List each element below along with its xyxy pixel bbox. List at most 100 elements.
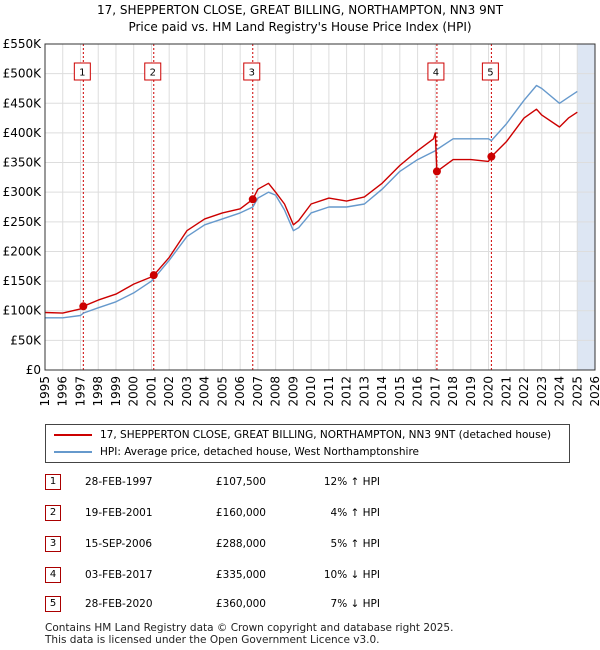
x-axis-ticks: 1995 1996 1997 1998 1999 2000 2001 2002 2003 2004… [38, 376, 600, 407]
sale-marker-box [427, 62, 445, 81]
sale-marker-box [481, 62, 499, 81]
transaction-date: 28-FEB-2020 [85, 598, 153, 610]
transaction-hpi-change: 4% ↑ HPI [330, 507, 380, 519]
sale-marker-label: 1 [79, 68, 85, 79]
sale-point [149, 271, 158, 280]
plot-frame [44, 43, 596, 371]
transaction-date: 03-FEB-2017 [85, 569, 153, 581]
legend-item-hpi: HPI: Average price, detached house, West… [54, 445, 419, 459]
x-tick-label: 1996 [56, 376, 70, 407]
transaction-number: 3 [45, 536, 61, 552]
x-tick-label: 2005 [215, 376, 229, 407]
sale-marker-box [144, 62, 162, 81]
projection-band-rect [577, 44, 595, 370]
x-tick-label: 2024 [553, 376, 567, 407]
x-tick-label: 2010 [304, 376, 318, 407]
y-tick-label: £150K [3, 274, 43, 288]
transaction-date: 15-SEP-2006 [85, 538, 153, 550]
x-tick-label: 1999 [109, 376, 123, 407]
legend: 17, SHEPPERTON CLOSE, GREAT BILLING, NOR… [45, 424, 570, 463]
x-tick-label: 2008 [269, 376, 283, 407]
footer-line2: This data is licensed under the Open Gov… [45, 634, 380, 646]
y-tick-label: £500K [3, 67, 43, 81]
legend-item-property: 17, SHEPPERTON CLOSE, GREAT BILLING, NOR… [54, 428, 551, 442]
legend-line-property [54, 434, 92, 436]
projection-band [577, 44, 595, 370]
x-tick-label: 2001 [144, 376, 158, 407]
y-tick-label: £200K [3, 244, 43, 258]
chart-title: 17, SHEPPERTON CLOSE, GREAT BILLING, NOR… [0, 2, 600, 36]
y-tick-label: £50K [10, 333, 42, 347]
y-tick-label: £350K [3, 156, 43, 170]
transaction-number: 5 [45, 596, 61, 612]
sale-vertical-lines [82, 44, 492, 370]
x-tick-label: 2023 [535, 376, 549, 407]
sale-marker-box [73, 62, 91, 81]
transaction-price: £335,000 [215, 569, 266, 581]
footer: Contains HM Land Registry data © Crown c… [45, 622, 453, 646]
sale-point [248, 195, 257, 204]
x-tick-label: 2012 [340, 376, 354, 407]
x-tick-label: 1997 [73, 376, 87, 407]
price-chart: 1 2 3 4 5 £0 £50K £100K £150K £200K £250K £300K £35… [3, 37, 600, 407]
sale-marker-boxes: 1 2 3 4 5 [73, 62, 499, 81]
sale-point [432, 167, 441, 176]
y-tick-label: £450K [3, 96, 43, 110]
sale-point [487, 152, 496, 161]
x-tick-label: 2015 [393, 376, 407, 407]
y-tick-label: £0 [26, 363, 41, 377]
x-tick-label: 2022 [517, 376, 531, 407]
transaction-price: £160,000 [215, 507, 266, 519]
sale-point [79, 302, 88, 311]
sale-marker-label: 5 [487, 68, 493, 79]
x-tick-label: 2003 [180, 376, 194, 407]
x-tick-label: 2000 [127, 376, 141, 407]
footer-line1: Contains HM Land Registry data © Crown c… [45, 622, 454, 634]
transaction-date: 28-FEB-1997 [85, 476, 153, 488]
y-tick-label: £400K [3, 126, 43, 140]
x-tick-label: 2007 [251, 376, 265, 407]
grid-lines [44, 43, 596, 371]
transaction-number: 4 [45, 567, 61, 583]
x-tick-label: 1995 [38, 376, 52, 407]
y-tick-label: £300K [3, 185, 43, 199]
x-tick-label: 2014 [375, 376, 389, 407]
y-tick-label: £550K [3, 37, 43, 51]
transaction-number: 2 [45, 505, 61, 521]
chart-title-line2: Price paid vs. HM Land Registry's House … [128, 20, 472, 34]
legend-label-property: 17, SHEPPERTON CLOSE, GREAT BILLING, NOR… [100, 429, 552, 441]
transaction-price: £107,500 [215, 476, 266, 488]
transaction-hpi-change: 10% ↓ HPI [323, 569, 380, 581]
x-tick-label: 2013 [357, 376, 371, 407]
x-tick-label: 2026 [588, 376, 600, 407]
x-tick-label: 2006 [233, 376, 247, 407]
hpi-series-line [45, 84, 578, 319]
y-axis-ticks: £0 £50K £100K £150K £200K £250K £300K £350K £400… [3, 37, 43, 377]
x-tick-label: 2020 [482, 376, 496, 407]
x-tick-label: 2009 [286, 376, 300, 407]
sale-marker-label: 4 [433, 68, 439, 79]
transaction-price: £288,000 [215, 538, 266, 550]
transaction-date: 19-FEB-2001 [85, 507, 153, 519]
sale-marker-box [243, 62, 261, 81]
sale-marker-label: 3 [249, 68, 255, 79]
x-tick-label: 1998 [91, 376, 105, 407]
transaction-hpi-change: 5% ↑ HPI [330, 538, 380, 550]
sale-points [79, 152, 496, 311]
transaction-price: £360,000 [215, 598, 266, 610]
legend-label-hpi: HPI: Average price, detached house, West… [100, 446, 419, 458]
x-tick-label: 2011 [322, 376, 336, 407]
x-tick-label: 2017 [428, 376, 442, 407]
legend-line-hpi [54, 451, 92, 453]
sale-marker-label: 2 [150, 68, 156, 79]
x-tick-label: 2004 [198, 376, 212, 407]
x-tick-label: 2018 [446, 376, 460, 407]
x-tick-label: 2002 [162, 376, 176, 407]
transaction-hpi-change: 12% ↑ HPI [323, 476, 380, 488]
y-tick-label: £250K [3, 215, 43, 229]
x-tick-label: 2019 [464, 376, 478, 407]
x-tick-label: 2016 [411, 376, 425, 407]
chart-title-line1: 17, SHEPPERTON CLOSE, GREAT BILLING, NOR… [96, 3, 504, 17]
x-tick-label: 2025 [570, 376, 584, 407]
y-tick-label: £100K [3, 304, 43, 318]
